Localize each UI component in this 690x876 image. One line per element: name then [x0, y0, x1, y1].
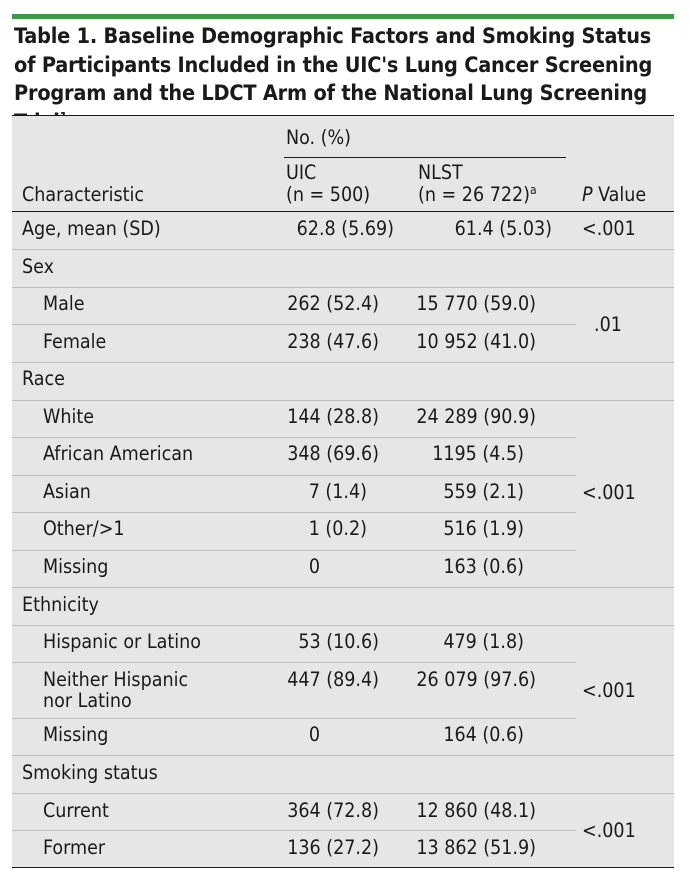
p-value-column-header: P Value [582, 183, 647, 206]
table-top-rule [12, 115, 674, 116]
cell-male-uic: 262 (52.4) [287, 292, 379, 315]
row-divider [12, 830, 576, 831]
cell-current-nlst: 12 860 (48.1) [416, 799, 536, 822]
table-background [12, 116, 674, 868]
row-divider [12, 625, 674, 626]
nlst-column-header: NLST [418, 161, 463, 184]
title-accent-bar [12, 14, 674, 19]
nlst-footnote-marker: a [530, 183, 537, 197]
cell-current-uic: 364 (72.8) [287, 799, 379, 822]
p-value-ethnicity: <.001 [582, 679, 636, 702]
cell-hispanic-nlst: 479 (1.8) [443, 630, 524, 653]
row-divider [12, 287, 674, 288]
row-divider [12, 662, 576, 663]
cell-neither-uic: 447 (89.4) [287, 668, 379, 691]
row-divider [12, 324, 576, 325]
cell-ethnicity-missing-nlst: 164 (0.6) [443, 723, 524, 746]
cell-hispanic-uic: 53 (10.6) [298, 630, 379, 653]
row-label-race-missing: Missing [43, 555, 109, 578]
row-label-white: White [43, 405, 95, 428]
cell-former-nlst: 13 862 (51.9) [416, 836, 536, 859]
row-divider [12, 400, 674, 401]
row-divider [12, 512, 576, 513]
row-label-male: Male [43, 292, 85, 315]
cell-age-nlst: 61.4 (5.03) [454, 217, 552, 240]
header-bottom-rule [12, 211, 674, 212]
row-label-hispanic: Hispanic or Latino [43, 630, 201, 653]
characteristic-column-header: Characteristic [22, 183, 145, 206]
row-divider [12, 475, 576, 476]
row-divider [12, 362, 674, 363]
row-divider [12, 755, 674, 756]
row-label-asian: Asian [43, 480, 91, 503]
row-label-african-american: African American [43, 442, 194, 465]
section-label-ethnicity: Ethnicity [22, 593, 99, 616]
nlst-column-n: (n = 26 722)a [418, 183, 537, 206]
uic-column-header: UIC [286, 161, 317, 184]
cell-white-uic: 144 (28.8) [287, 405, 379, 428]
section-label-sex: Sex [22, 255, 54, 278]
cell-ethnicity-missing-uic: 0 [308, 723, 320, 746]
section-label-race: Race [22, 367, 65, 390]
cell-race-missing-uic: 0 [308, 555, 320, 578]
cell-white-nlst: 24 289 (90.9) [416, 405, 536, 428]
row-divider [12, 718, 576, 719]
cell-other-nlst: 516 (1.9) [443, 517, 524, 540]
row-label-former: Former [43, 836, 106, 859]
cell-female-nlst: 10 952 (41.0) [416, 330, 536, 353]
section-label-smoking: Smoking status [22, 761, 158, 784]
row-label-other: Other/>1 [43, 517, 125, 540]
cell-male-nlst: 15 770 (59.0) [416, 292, 536, 315]
cell-female-uic: 238 (47.6) [287, 330, 379, 353]
cell-other-uic: 1 (0.2) [308, 517, 367, 540]
p-value-sex: .01 [594, 313, 622, 336]
row-divider [12, 587, 674, 588]
p-value-age: <.001 [582, 217, 636, 240]
cell-asian-nlst: 559 (2.1) [443, 480, 524, 503]
column-group-rule [284, 157, 566, 158]
cell-neither-nlst: 26 079 (97.6) [416, 668, 536, 691]
p-value-smoking: <.001 [582, 819, 636, 842]
row-divider [12, 437, 576, 438]
row-divider [12, 249, 674, 250]
table-bottom-rule [12, 867, 674, 868]
row-label-neither-line1: Neither Hispanic [43, 668, 189, 691]
row-divider [12, 550, 576, 551]
table-title: Table 1. Baseline Demographic Factors an… [14, 23, 674, 137]
row-label-current: Current [43, 799, 109, 822]
column-group-header: No. (%) [286, 126, 352, 149]
cell-age-uic: 62.8 (5.69) [296, 217, 394, 240]
cell-race-missing-nlst: 163 (0.6) [443, 555, 524, 578]
cell-former-uic: 136 (27.2) [287, 836, 379, 859]
uic-column-n: (n = 500) [286, 183, 371, 206]
row-label-age: Age, mean (SD) [22, 217, 161, 240]
cell-asian-uic: 7 (1.4) [308, 480, 367, 503]
cell-african-american-nlst: 1195 (4.5) [432, 442, 524, 465]
row-label-female: Female [43, 330, 107, 353]
p-value-race: <.001 [582, 481, 636, 504]
cell-african-american-uic: 348 (69.6) [287, 442, 379, 465]
row-label-ethnicity-missing: Missing [43, 723, 109, 746]
row-divider [12, 793, 674, 794]
row-label-neither-line2: nor Latino [43, 689, 132, 712]
